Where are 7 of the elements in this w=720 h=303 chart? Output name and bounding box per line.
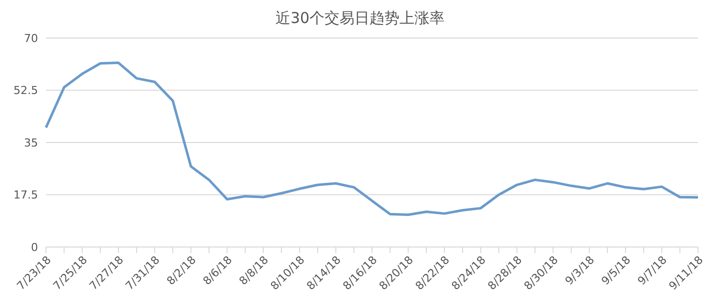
y-tick-label: 52.5 [14,84,38,98]
y-tick-label: 0 [31,240,38,254]
chart-title: 近30个交易日趋势上涨率 [274,8,446,29]
y-tick-label: 70 [24,32,38,45]
y-tick-label: 17.5 [14,188,38,202]
y-tick-label: 35 [24,136,38,150]
line-series [44,62,700,216]
